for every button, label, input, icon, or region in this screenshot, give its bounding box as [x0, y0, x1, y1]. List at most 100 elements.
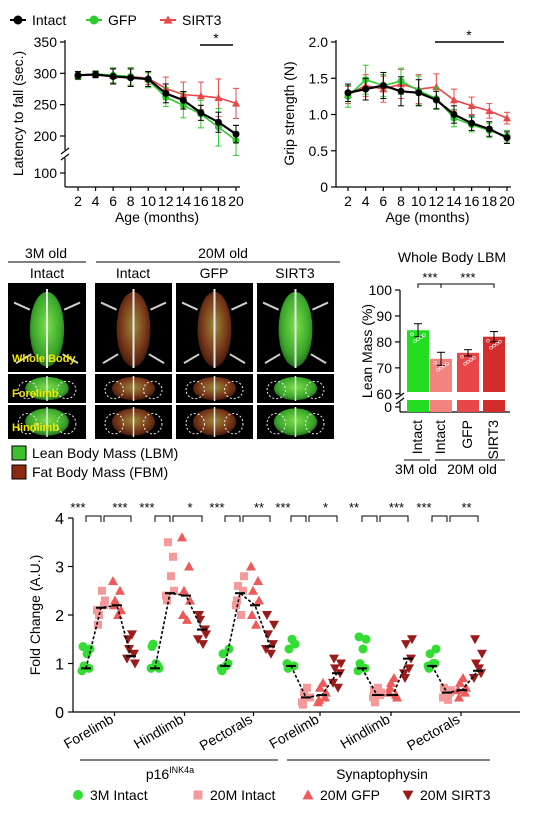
legend-label-gfp: GFP — [108, 12, 137, 28]
data-point — [503, 114, 511, 122]
y-axis-label: Lean Mass (%) — [359, 304, 375, 398]
scatter-point — [115, 585, 125, 595]
legend-label-lbm: Lean Body Mass (LBM) — [32, 445, 178, 461]
legend-swatch — [11, 445, 27, 461]
x-axis-label: Age (months) — [115, 209, 199, 225]
scatter-point — [470, 635, 480, 645]
scatter-point — [110, 595, 120, 605]
sub-header-sirt3: SIRT3 — [275, 265, 315, 281]
scatter-point — [198, 640, 208, 650]
scatter-point — [460, 687, 470, 697]
scatter-point — [93, 606, 101, 615]
x-tick-label: Hindlimb — [131, 711, 186, 752]
scatter-point — [195, 615, 205, 625]
bar-dot — [439, 366, 443, 370]
roi-outline — [143, 413, 163, 435]
row-label-hindlimb: Hindlimb — [12, 422, 59, 434]
legend-label-intact: Intact — [32, 12, 66, 28]
y-tick-label: 90 — [376, 308, 392, 324]
scatter-point — [194, 611, 204, 620]
y-tick-label: 4 — [55, 511, 64, 528]
scatter-point — [185, 595, 195, 605]
scatter-point — [266, 649, 276, 659]
scatter-point — [447, 686, 455, 695]
scatter-point — [455, 677, 465, 687]
x-tick-label: 20 — [499, 193, 515, 209]
y-tick-label: 100 — [369, 282, 393, 298]
y-tick-label: 80 — [376, 334, 392, 350]
scatter-point — [361, 634, 371, 644]
group-label-p16: p16INK4a — [146, 765, 194, 782]
x-tick-label: Pectorals — [196, 711, 255, 754]
data-point — [362, 85, 370, 93]
data-point — [485, 125, 493, 133]
data-point — [92, 71, 100, 79]
significance-mark: * — [466, 27, 472, 43]
x-tick-label: 6 — [109, 193, 117, 209]
bar-dot — [442, 364, 446, 368]
legend-red-triangle-icon — [302, 789, 314, 800]
scatter-point — [355, 659, 365, 668]
data-point — [162, 89, 170, 97]
significance-bracket — [361, 515, 378, 522]
scatter-point — [377, 688, 385, 697]
legend-label: 20M Intact — [210, 787, 275, 803]
bar-dot — [492, 344, 496, 348]
y-tick-label: 350 — [34, 34, 58, 50]
scatter-point — [300, 688, 308, 697]
significance-bracket — [242, 515, 271, 522]
bar-dot — [498, 340, 502, 344]
data-point — [397, 87, 405, 95]
scatter-point — [404, 664, 414, 674]
roi-outline — [104, 380, 124, 400]
scatter-point — [454, 692, 464, 702]
series-line-gfp — [347, 78, 508, 138]
x-tick-label: 2 — [74, 193, 82, 209]
median-line — [224, 591, 271, 667]
scatter-point — [269, 620, 279, 630]
scatter-point — [147, 642, 157, 652]
scatter-point — [167, 572, 175, 581]
scatter-point — [392, 692, 402, 702]
y-tick-label: 3 — [55, 560, 64, 577]
scatter-point — [240, 572, 248, 581]
data-point — [232, 130, 240, 138]
y-tick-label: 0.5 — [309, 143, 329, 159]
scatter-point — [444, 695, 452, 704]
scatter-point — [98, 586, 106, 595]
significance-mark: *** — [70, 500, 85, 515]
limb-outline — [181, 301, 248, 364]
roi-outline — [56, 413, 77, 435]
y-tick-label: 200 — [34, 128, 58, 144]
x-tick-label: 2 — [344, 193, 352, 209]
sub-header-gfp: GFP — [200, 265, 229, 281]
legend-darkred-down-triangle-icon — [402, 790, 414, 801]
x-tick-label: Pectorals — [404, 711, 463, 754]
scatter-point — [299, 700, 307, 709]
roi-outline — [185, 413, 205, 435]
limb-outline — [262, 301, 329, 364]
roi-outline — [17, 380, 38, 400]
median-line — [290, 665, 338, 699]
significance-mark: *** — [209, 500, 224, 515]
significance-mark: *** — [275, 500, 290, 515]
significance-mark: * — [323, 500, 328, 515]
scatter-point — [333, 683, 343, 693]
bar-base — [457, 400, 479, 412]
x-tick-label: 14 — [176, 193, 192, 209]
scatter-point — [469, 674, 479, 684]
scatter-point — [474, 664, 484, 674]
data-point — [432, 96, 440, 104]
bar-dot — [472, 356, 476, 360]
scatter-point — [239, 586, 247, 595]
data-point — [344, 89, 352, 97]
scatter-point — [248, 585, 258, 595]
legend-green-dot-icon — [89, 15, 99, 25]
x-tick-label: 20 — [228, 193, 244, 209]
data-point — [432, 82, 441, 91]
data-point — [450, 111, 458, 118]
significance-mark: ** — [254, 500, 264, 515]
data-point — [214, 93, 223, 101]
data-point — [144, 75, 152, 83]
data-point — [379, 82, 387, 89]
